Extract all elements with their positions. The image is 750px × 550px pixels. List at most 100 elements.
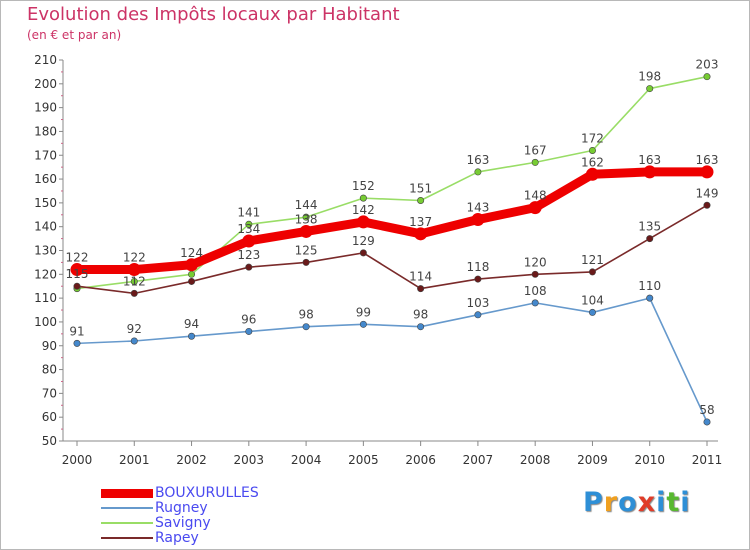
point-rugney [188,332,196,340]
chart-title: Evolution des Impôts locaux par Habitant [27,4,400,25]
point-rugney [302,323,310,331]
y-tick-label: 70 [42,386,57,400]
point-savigny [417,196,425,204]
y-tick-label: 150 [34,196,57,210]
series-layer [70,73,714,426]
point-savigny [359,194,367,202]
data-label-rapey: 135 [638,220,661,234]
point-savigny [703,73,711,81]
x-tick-label: 2004 [291,453,322,467]
point-savigny [245,220,253,228]
series-line-rapey [76,204,708,295]
x-tick-label: 2001 [119,453,150,467]
x-tick-label: 2009 [577,453,608,467]
proxiti-logo: Proxiti [583,487,691,518]
point-rugney [130,337,138,345]
legend-label: Rapey [155,530,199,546]
data-label-rugney: 94 [184,317,199,331]
point-bouxurulles [528,201,542,215]
legend-label: Rugney [155,500,208,516]
point-rugney [588,308,596,316]
point-savigny [474,168,482,176]
point-savigny [188,270,196,278]
data-label-savigny: 203 [696,58,719,72]
logo-letter: P [583,487,604,518]
legend-item-savigny: Savigny [101,515,301,531]
point-rugney [73,339,81,347]
data-label-rapey: 129 [352,234,375,248]
chart-axes: 50 60 70 80 90 100 110 120 130 140 150 160 170 180 190… [34,53,722,467]
point-bouxurulles [414,227,428,241]
data-label-rapey: 112 [123,274,146,288]
point-rapey [73,282,81,290]
x-tick-label: 2000 [62,453,93,467]
y-tick-label: 200 [34,77,57,91]
data-label-rapey: 118 [466,260,489,274]
logo-letter: i [656,487,667,518]
data-label-bouxurulles: 148 [524,189,547,203]
point-bouxurulles [185,258,199,272]
series-line-bouxurulles [72,167,712,275]
data-label-rugney: 99 [356,305,371,319]
legend-swatch [101,522,153,524]
data-label-layer: 141 144 152 151 163 167 172 198 203 115 112 123 125 1… [66,58,719,417]
y-tick-label: 130 [34,244,57,258]
y-tick-label: 120 [34,267,57,281]
data-label-savigny: 144 [295,198,318,212]
legend-label: Savigny [155,515,211,531]
point-bouxurulles [299,224,313,238]
point-rapey [646,235,654,243]
legend-swatch [101,507,153,509]
data-label-rapey: 121 [581,253,604,267]
data-label-rugney: 96 [241,312,256,326]
data-label-rugney: 108 [524,284,547,298]
logo-letter: t [666,487,681,518]
legend-item-rapey: Rapey [101,530,301,546]
point-bouxurulles [70,263,84,277]
data-label-rapey: 115 [66,267,89,281]
logo-letter: i [680,487,691,518]
data-label-bouxurulles: 163 [696,153,719,167]
data-label-rugney: 91 [69,324,84,338]
legend-item-rugney: Rugney [101,500,301,516]
data-label-rugney: 92 [127,322,142,336]
data-label-savigny: 172 [581,131,604,145]
data-label-rugney: 98 [298,308,313,322]
logo-letter: r [603,487,619,518]
point-rugney [359,320,367,328]
point-rapey [359,249,367,257]
point-bouxurulles [356,215,370,229]
data-label-rapey: 125 [295,243,318,257]
point-rapey [474,275,482,283]
point-bouxurulles [700,165,714,179]
x-tick-label: 2003 [234,453,265,467]
x-tick-label: 2008 [520,453,551,467]
y-tick-label: 50 [42,434,57,448]
point-rugney [646,294,654,302]
y-tick-label: 140 [34,220,57,234]
y-tick-label: 100 [34,315,57,329]
point-bouxurulles [471,213,485,227]
data-label-bouxurulles: 142 [352,203,375,217]
data-label-bouxurulles: 124 [180,246,203,260]
x-tick-label: 2006 [405,453,436,467]
data-label-bouxurulles: 134 [237,222,260,236]
point-savigny [588,146,596,154]
chart-subtitle: (en € et par an) [27,28,122,42]
point-rugney [474,311,482,319]
series-line-rugney [76,297,708,423]
y-tick-label: 80 [42,363,57,377]
point-bouxurulles [242,234,256,248]
data-label-savigny: 151 [409,181,432,195]
point-bouxurulles [127,263,141,277]
y-tick-label: 90 [42,339,57,353]
point-rugney [703,418,711,426]
data-label-bouxurulles: 137 [409,215,432,229]
data-label-bouxurulles: 122 [66,251,89,265]
point-rapey [588,268,596,276]
point-rugney [417,323,425,331]
data-label-savigny: 198 [638,70,661,84]
data-label-rapey: 120 [524,255,547,269]
y-tick-label: 60 [42,410,57,424]
